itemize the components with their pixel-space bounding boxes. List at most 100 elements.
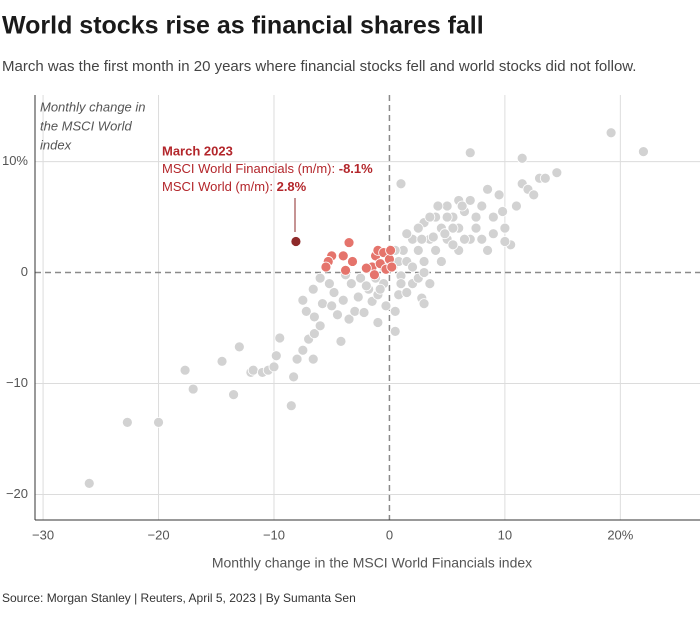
- scatter-point: [324, 278, 335, 290]
- scatter-point: [482, 244, 493, 256]
- scatter-point: [326, 300, 338, 312]
- scatter-point: [447, 239, 459, 251]
- scatter-point: [470, 211, 482, 223]
- scatter-point: [233, 341, 245, 353]
- scatter-point: [360, 280, 372, 292]
- scatter-point: [297, 344, 309, 356]
- scatter-point: [416, 233, 428, 245]
- y-axis-label: Monthly change in: [40, 99, 146, 114]
- x-tick-label: 20%: [607, 527, 633, 542]
- scatter-point: [274, 332, 286, 344]
- scatter-point: [369, 269, 380, 281]
- scatter-point: [300, 305, 312, 317]
- scatter-point: [308, 311, 320, 323]
- scatter-point: [638, 146, 649, 157]
- scatter-point: [358, 307, 370, 318]
- scatter-point: [412, 222, 424, 234]
- scatter-point: [335, 335, 347, 347]
- scatter-point: [317, 298, 328, 310]
- scatter-point: [539, 172, 551, 184]
- scatter-point: [459, 233, 470, 245]
- scatter-point: [395, 178, 407, 190]
- x-tick-label: 0: [386, 527, 393, 542]
- scatter-point: [285, 400, 297, 412]
- scatter-point: [247, 364, 259, 376]
- scatter-point: [511, 200, 522, 212]
- y-tick-label: −10: [6, 375, 28, 390]
- scatter-point: [482, 183, 493, 195]
- scatter-point: [401, 228, 413, 240]
- scatter-point: [349, 305, 361, 317]
- x-tick-label: −10: [263, 527, 285, 542]
- annotation-line: MSCI World (m/m):: [162, 179, 277, 194]
- scatter-point: [291, 353, 303, 365]
- annotation-text: MSCI World Financials (m/m): -8.1%: [162, 161, 373, 176]
- scatter-point: [412, 244, 424, 256]
- x-axis-label: Monthly change in the MSCI World Financi…: [212, 555, 532, 571]
- scatter-point: [374, 283, 386, 295]
- annotation-value: 2.8%: [277, 179, 307, 194]
- scatter-point: [179, 364, 191, 376]
- x-tick-label: −20: [148, 527, 170, 542]
- scatter-point: [476, 200, 488, 212]
- scatter-point: [343, 313, 355, 325]
- scatter-point: [528, 189, 540, 201]
- scatter-point: [427, 231, 439, 243]
- grid: [35, 95, 700, 520]
- scatter-point: [605, 127, 617, 139]
- scatter-point: [432, 200, 444, 212]
- scatter-point: [424, 278, 436, 290]
- scatter-point: [290, 236, 302, 247]
- scatter-point: [121, 416, 133, 428]
- scatter-point: [268, 361, 280, 373]
- x-tick-label: 10: [498, 527, 512, 542]
- scatter-point: [83, 477, 95, 489]
- scatter-point: [345, 278, 357, 290]
- scatter-point: [418, 298, 430, 310]
- annotation-line: MSCI World Financials (m/m):: [162, 161, 339, 176]
- chart-subtitle: March was the first month in 20 years wh…: [2, 58, 636, 75]
- scatter-point: [307, 353, 319, 365]
- annotation-text: MSCI World (m/m): 2.8%: [162, 179, 307, 194]
- scatter-point: [355, 272, 366, 284]
- scatter-point: [389, 305, 401, 317]
- scatter-point: [332, 309, 343, 321]
- scatter-point: [320, 261, 332, 273]
- scatter-point: [430, 244, 442, 256]
- scatter-point: [372, 317, 384, 328]
- scatter-point: [497, 206, 508, 217]
- scatter-point: [395, 278, 407, 290]
- scatter-point: [314, 320, 326, 332]
- annotation-title: March 2023: [162, 143, 233, 158]
- scatter-point: [314, 272, 326, 284]
- scatter-point: [516, 152, 528, 164]
- scatter-point: [418, 267, 430, 278]
- scatter-point: [386, 261, 398, 273]
- scatter-point: [441, 211, 453, 223]
- scatter-point: [487, 211, 499, 223]
- source: Source: Morgan Stanley | Reuters, April …: [2, 591, 356, 605]
- scatter-point: [418, 256, 430, 267]
- scatter-point: [352, 291, 364, 303]
- scatter-point: [551, 167, 563, 179]
- scatter-point: [340, 264, 351, 276]
- scatter-point: [499, 236, 511, 247]
- scatter-point: [297, 294, 309, 306]
- scatter-point: [389, 325, 401, 337]
- scatter-point: [499, 222, 511, 234]
- scatter-point: [288, 371, 300, 383]
- annotation-value: -8.1%: [339, 161, 373, 176]
- scatter-point: [380, 300, 392, 312]
- scatter-point: [308, 328, 320, 339]
- scatter-point: [407, 261, 418, 273]
- y-tick-label: 0: [21, 264, 28, 279]
- scatter-point: [487, 228, 499, 240]
- y-tick-label: −20: [6, 486, 28, 501]
- y-axis-label: index: [40, 137, 72, 152]
- scatter-point: [187, 383, 199, 395]
- scatter-point: [439, 228, 451, 240]
- scatter-point: [424, 211, 436, 223]
- y-axis-label: the MSCI World: [40, 118, 133, 133]
- scatter-point: [343, 237, 355, 248]
